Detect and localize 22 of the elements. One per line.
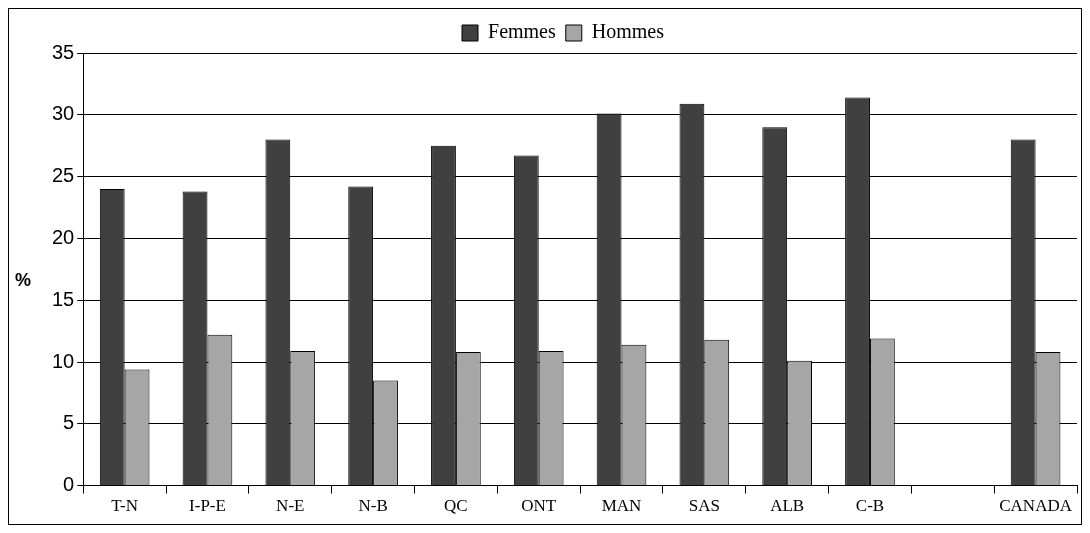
x-tick-label: MAN	[601, 496, 642, 516]
x-tick-label: N-B	[358, 496, 388, 516]
x-tick-label: C-B	[855, 496, 885, 516]
x-tick-label: ALB	[770, 496, 805, 516]
y-tick-label: 20	[52, 225, 75, 248]
x-tick-label: CANADA	[999, 496, 1073, 516]
x-tick-label: T-N	[111, 496, 139, 516]
y-tick-label: 15	[52, 287, 75, 310]
x-tick-label: N-E	[276, 496, 305, 516]
y-tick-label: 25	[52, 164, 75, 187]
y-tick-label: 5	[63, 411, 75, 434]
x-tick-label: I-P-E	[189, 496, 226, 516]
x-tick-label: SAS	[688, 496, 720, 516]
y-tick-label: 10	[52, 349, 75, 372]
y-axis-title: %	[15, 270, 32, 291]
y-tick-label: 35	[52, 40, 75, 63]
x-tick-label: QC	[444, 496, 468, 516]
y-tick-label: 30	[52, 102, 75, 125]
legend-label: Femmes	[488, 20, 556, 43]
legend-label: Hommes	[591, 20, 665, 43]
x-tick-label: ONT	[521, 496, 557, 516]
y-tick-label: 0	[63, 473, 75, 496]
